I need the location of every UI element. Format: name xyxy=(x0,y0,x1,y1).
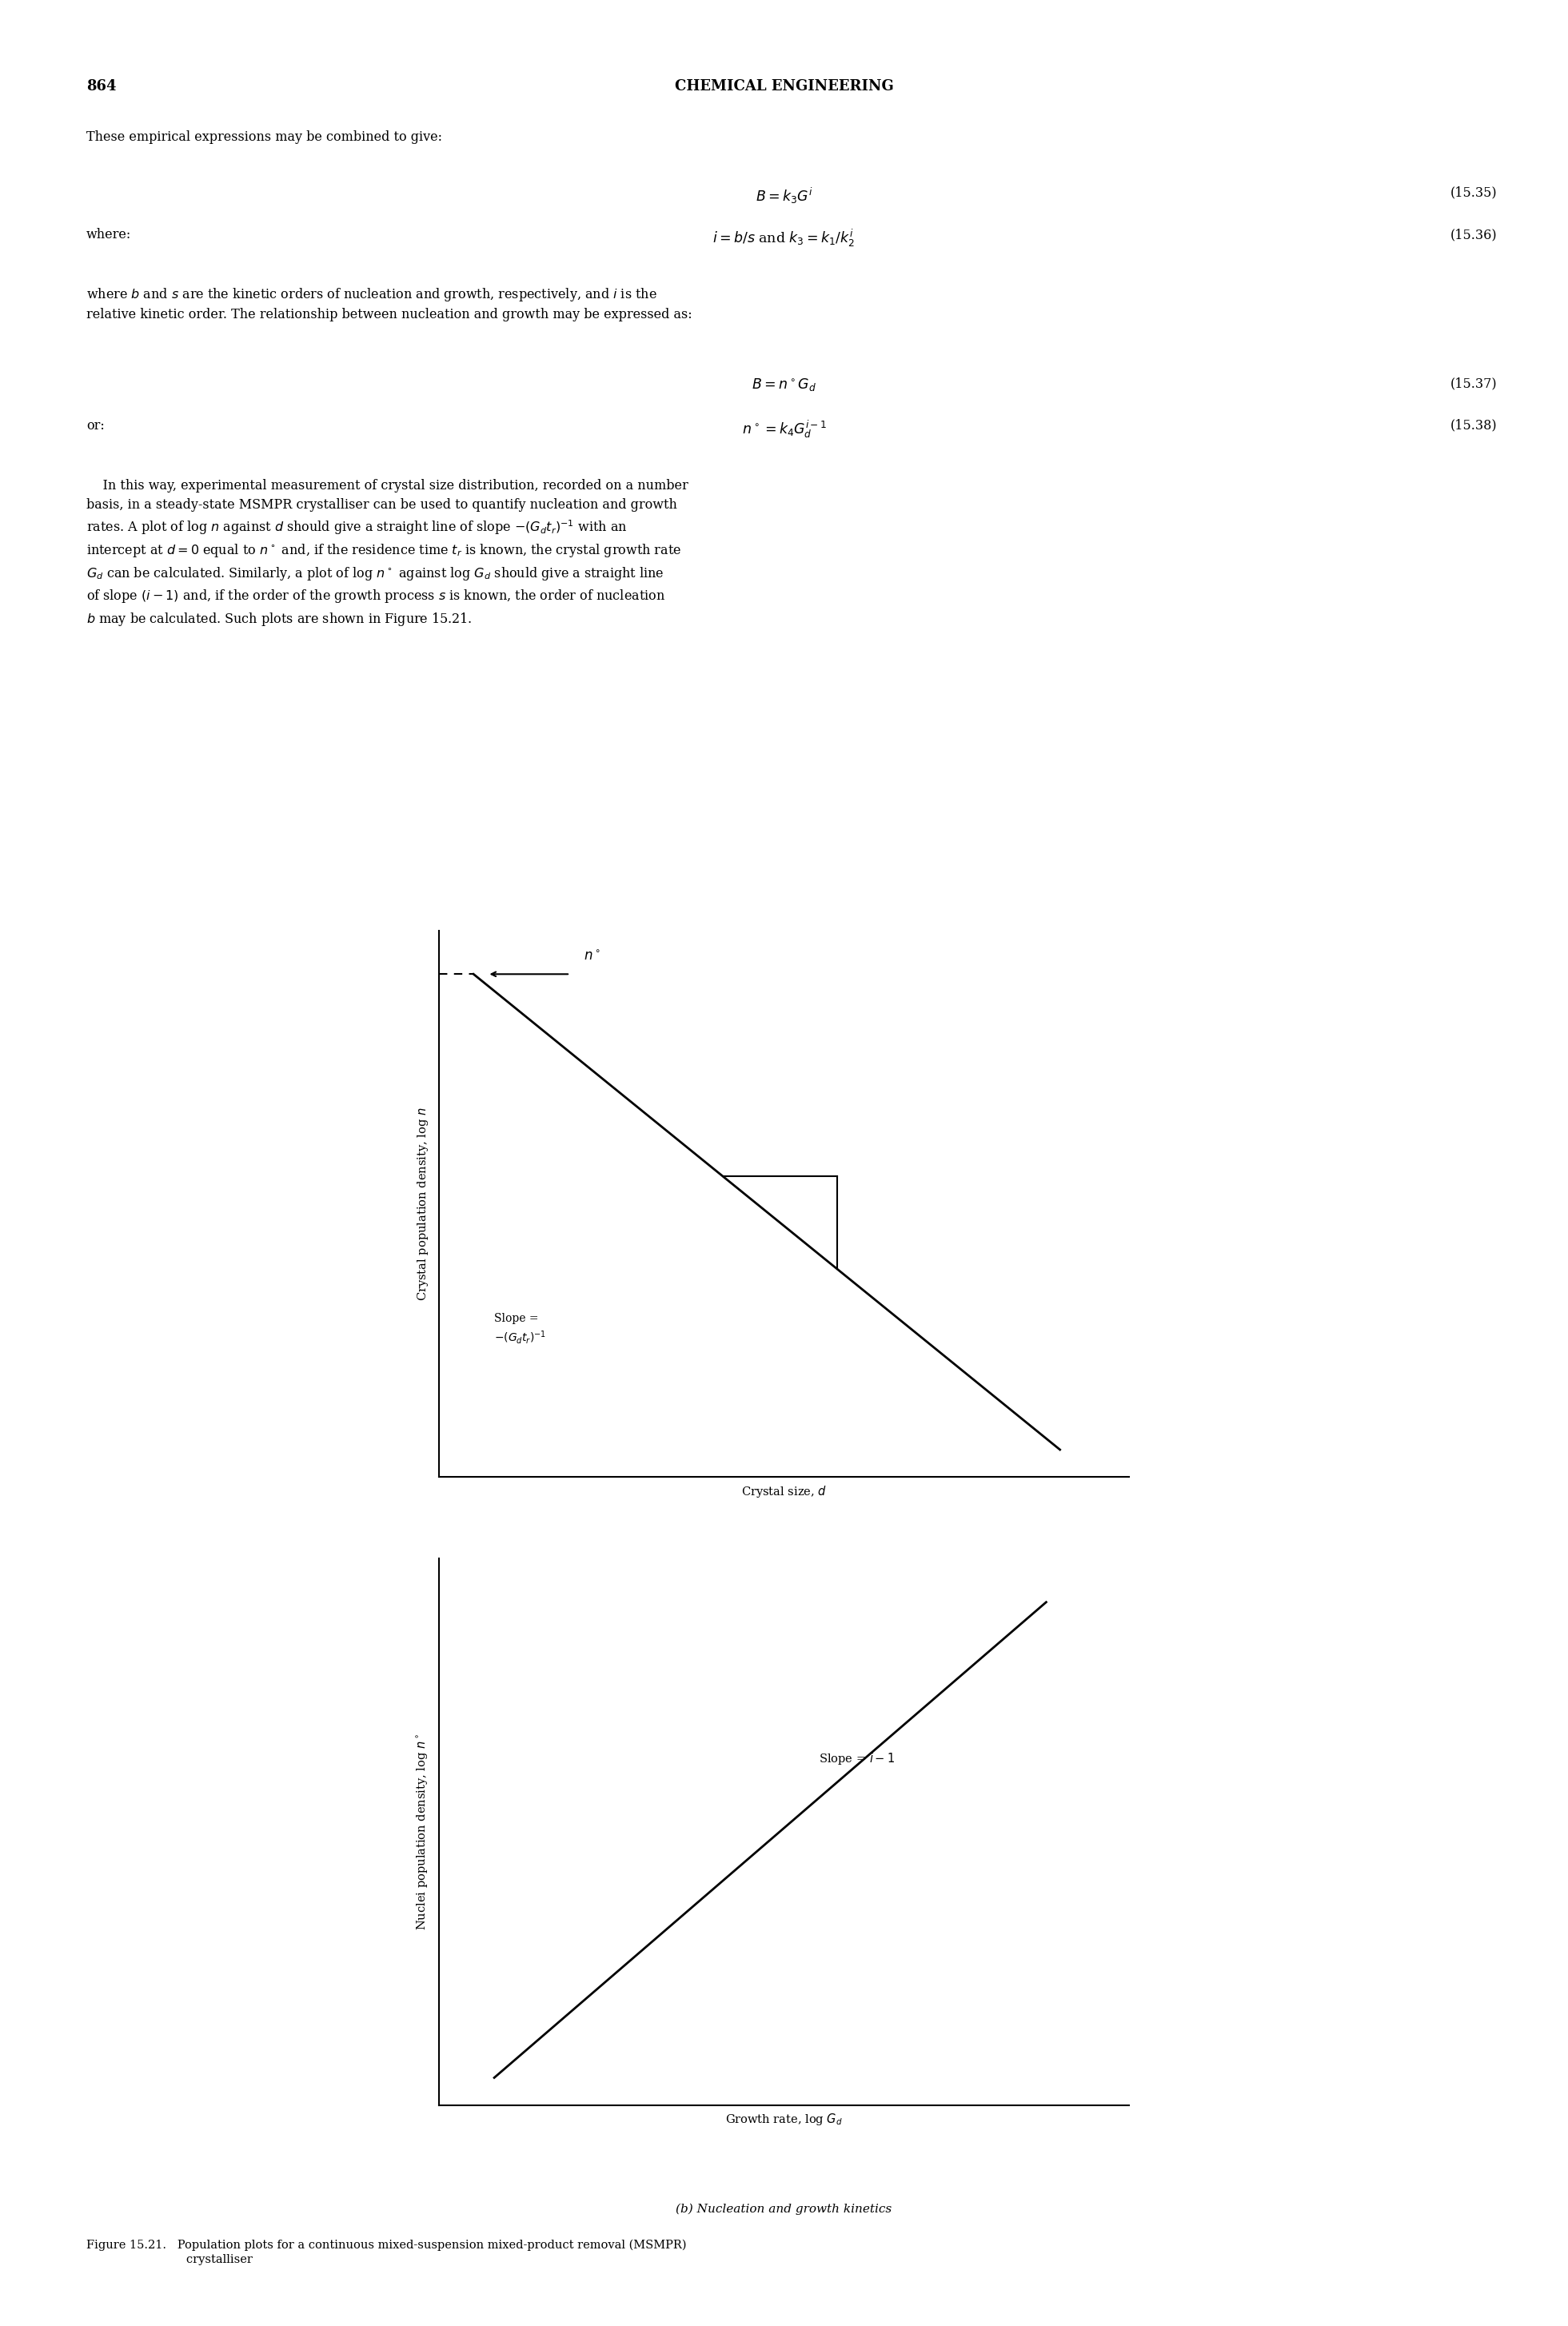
Text: CHEMICAL ENGINEERING: CHEMICAL ENGINEERING xyxy=(674,79,894,93)
Text: where:: where: xyxy=(86,228,132,242)
Text: Slope = $i-1$: Slope = $i-1$ xyxy=(818,1751,894,1765)
Text: Slope =
$-(G_d t_r)^{-1}$: Slope = $-(G_d t_r)^{-1}$ xyxy=(494,1312,546,1347)
Text: or:: or: xyxy=(86,419,105,433)
Text: (b) Nucleation and growth kinetics: (b) Nucleation and growth kinetics xyxy=(676,2203,892,2214)
Text: Figure 15.21.   Population plots for a continuous mixed-suspension mixed-product: Figure 15.21. Population plots for a con… xyxy=(86,2240,687,2266)
Y-axis label: Nuclei population density, log $n^\circ$: Nuclei population density, log $n^\circ$ xyxy=(416,1733,430,1931)
Text: 864: 864 xyxy=(86,79,116,93)
Text: $i = b/s$ and $k_3 = k_1/k_2^i$: $i = b/s$ and $k_3 = k_1/k_2^i$ xyxy=(713,228,855,249)
Text: (15.37): (15.37) xyxy=(1450,377,1497,391)
Text: $n^\circ$: $n^\circ$ xyxy=(583,949,601,963)
Text: $B = k_3G^i$: $B = k_3G^i$ xyxy=(756,186,812,205)
Text: (15.38): (15.38) xyxy=(1450,419,1497,433)
Text: (15.35): (15.35) xyxy=(1450,186,1497,200)
X-axis label: Crystal size, $d$: Crystal size, $d$ xyxy=(742,1484,826,1498)
Y-axis label: Crystal population density, log $n$: Crystal population density, log $n$ xyxy=(416,1107,430,1300)
Text: $B = n^\circ G_d$: $B = n^\circ G_d$ xyxy=(751,377,817,393)
Text: where $b$ and $s$ are the kinetic orders of nucleation and growth, respectively,: where $b$ and $s$ are the kinetic orders… xyxy=(86,286,691,321)
Text: (15.36): (15.36) xyxy=(1450,228,1497,242)
Text: These empirical expressions may be combined to give:: These empirical expressions may be combi… xyxy=(86,130,442,144)
X-axis label: Growth rate, log $G_d$: Growth rate, log $G_d$ xyxy=(726,2112,842,2126)
Text: (a) Crystal size distribution: (a) Crystal size distribution xyxy=(699,1575,869,1586)
Text: In this way, experimental measurement of crystal size distribution, recorded on : In this way, experimental measurement of… xyxy=(86,479,688,628)
Text: $n^\circ = k_4G_d^{i-1}$: $n^\circ = k_4G_d^{i-1}$ xyxy=(742,419,826,440)
